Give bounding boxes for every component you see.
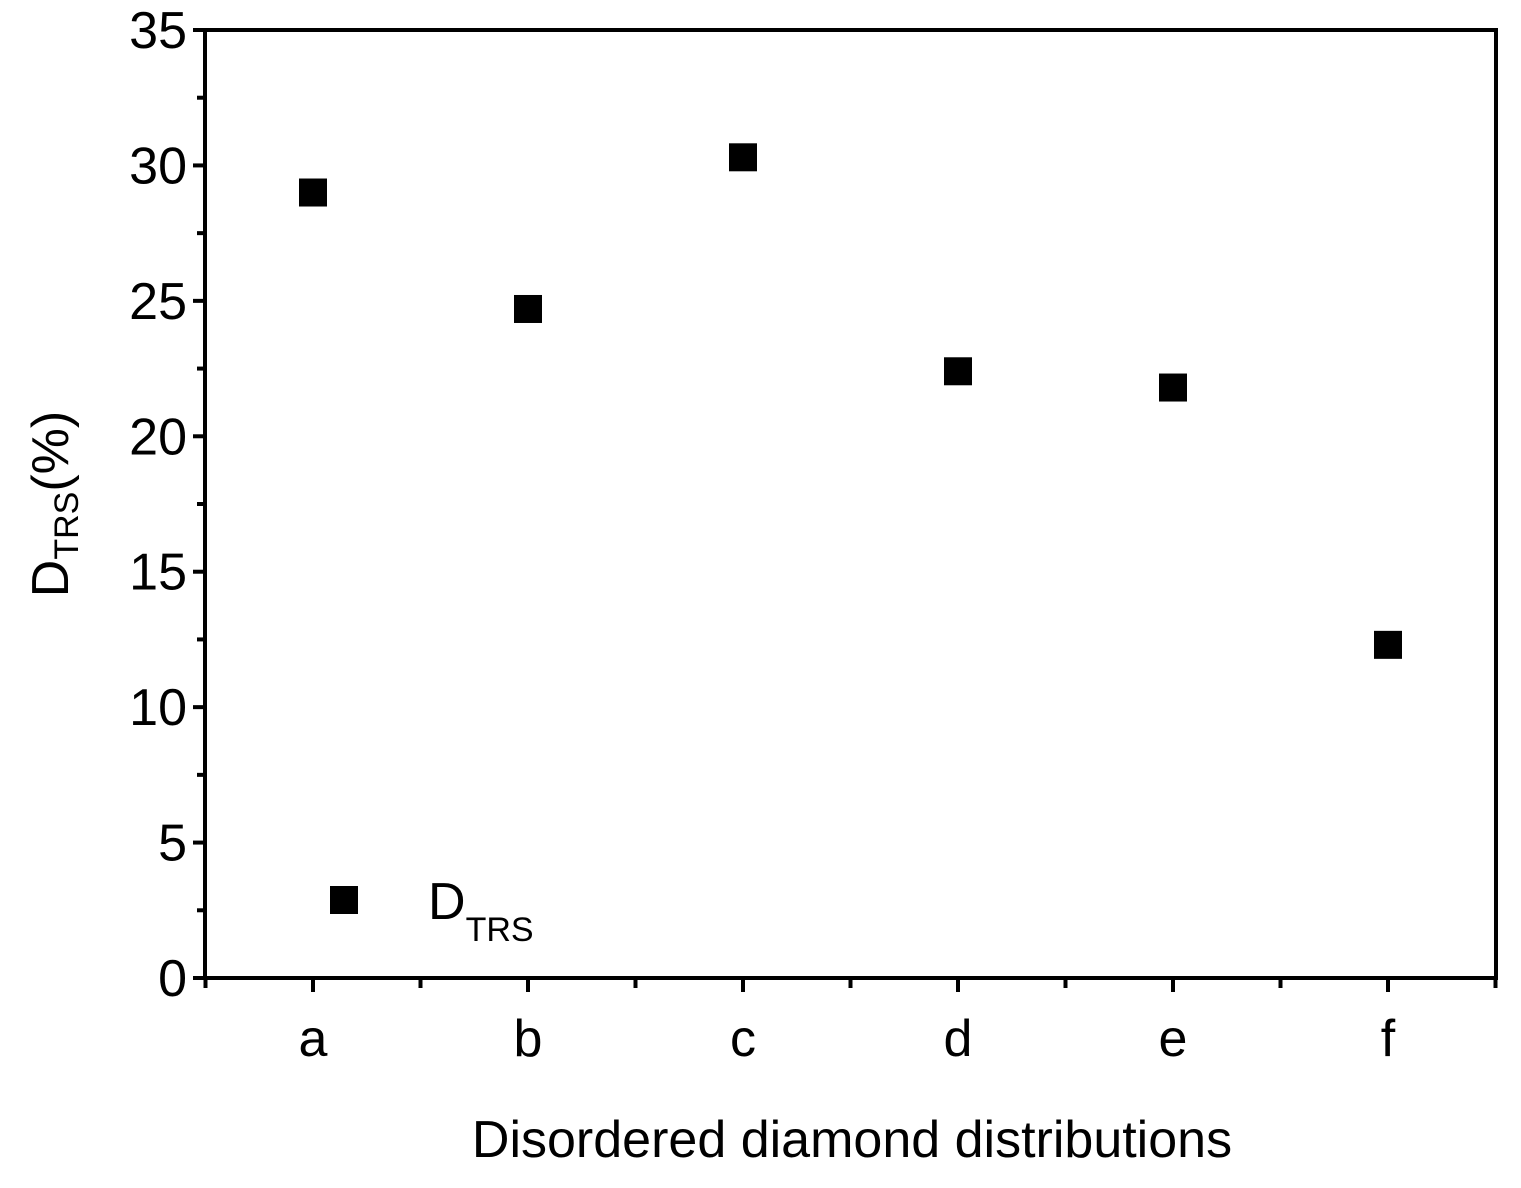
y-tick-label: 0 [158,950,187,1008]
x-tick-label: e [1159,1010,1188,1068]
x-axis: a b c d e f [203,978,1498,1068]
x-axis-title: Disordered diamond distributions [472,1111,1232,1169]
y-axis-title-main: D [22,560,80,598]
plot-frame [203,28,1498,980]
y-tick-label: 35 [129,2,187,60]
data-point-a [299,178,327,207]
x-tick-label: d [944,1010,973,1068]
y-tick-label: 20 [129,408,187,466]
legend-label-main: D [428,873,466,931]
y-tick-label: 5 [158,815,187,873]
data-point-d [944,357,972,386]
legend-label: DTRS [428,873,534,949]
x-tick-label: c [730,1010,756,1068]
x-tick-label: f [1381,1010,1396,1068]
y-axis-title: DTRS(%) [22,411,86,597]
x-tick-label: b [514,1010,543,1068]
legend-marker [330,886,358,914]
data-points [299,143,1402,659]
y-tick-label: 25 [129,273,187,331]
data-point-f [1374,630,1402,659]
data-point-b [514,294,542,323]
y-axis-title-sub: TRS [48,492,86,560]
legend-label-sub: TRS [466,911,534,949]
x-tick-label: a [299,1010,328,1068]
y-axis-title-unit: (%) [22,411,80,492]
y-axis: 0 5 10 15 20 25 30 35 [129,2,205,1008]
y-tick-label: 10 [129,679,187,737]
y-tick-label: 15 [129,544,187,602]
data-point-c [729,143,757,172]
y-tick-label: 30 [129,137,187,195]
data-point-e [1159,373,1187,402]
legend: DTRS [330,873,534,949]
